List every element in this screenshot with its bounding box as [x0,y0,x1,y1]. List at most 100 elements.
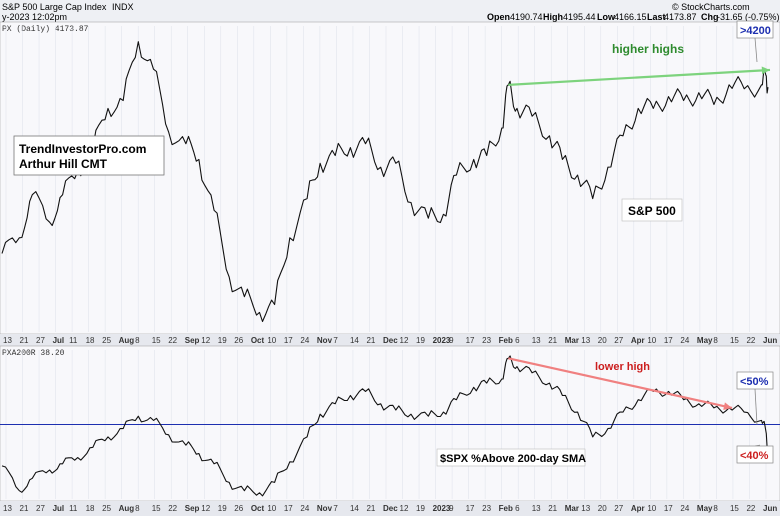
author-box-line1: TrendInvestorPro.com [19,142,146,156]
x-tick-label: 25 [102,336,111,345]
x-tick-label: 22 [746,504,755,513]
x-tick-label: 19 [416,504,425,513]
price-panel-label: PX (Daily) 4173.87 [2,25,89,34]
breadth-x-ticks: 13 21 27 Jul 11 18 25 Aug 8 15 22 Sep 12 19 26 Oct 10 17 2… [3,504,777,513]
callout-4200-pointer [754,37,758,63]
x-tick-label: 7 [333,504,338,513]
x-tick-label: 22 [168,504,177,513]
price-series-line [1,41,769,323]
callout-50: <50% [740,376,769,388]
x-tick-label: 8 [713,336,718,345]
price-grid [5,26,767,332]
x-tick-label: 10 [647,504,656,513]
x-tick-label: 21 [366,336,375,345]
x-tick-label: 22 [168,336,177,345]
x-tick-label: 21 [548,336,557,345]
x-tick-label: Feb [499,504,513,513]
header-bar [0,0,780,22]
x-tick-label: Apr [631,336,645,345]
x-tick-label: 17 [466,504,475,513]
x-tick-label: 13 [581,336,590,345]
chart-datetime: y-2023 12:02pm [2,12,67,22]
x-tick-label: 27 [614,336,623,345]
x-tick-label: May [697,336,713,345]
x-tick-label: 10 [647,336,656,345]
x-tick-label: 10 [267,336,276,345]
x-tick-label: 15 [730,504,739,513]
x-tick-label: 19 [218,336,227,345]
x-tick-label: 2023 [433,336,451,345]
x-tick-label: 2023 [433,504,451,513]
close-label: Last [647,12,666,22]
x-tick-label: Dec [383,336,398,345]
x-tick-label: Oct [251,504,265,513]
x-tick-label: Sep [185,504,200,513]
price-x-axis [0,334,780,346]
x-tick-label: Apr [631,504,645,513]
x-tick-label: 26 [234,336,243,345]
lower-high-arrow [508,357,733,410]
x-tick-label: 9 [449,336,454,345]
breadth-series-line [1,355,769,497]
lower-high-arrow-head [723,402,732,411]
x-tick-label: 21 [20,336,29,345]
x-tick-label: Jun [763,504,777,513]
x-tick-label: 12 [400,336,409,345]
chart-title: S&P 500 Large Cap Index [2,2,107,12]
x-tick-label: 15 [730,336,739,345]
x-tick-label: 17 [466,336,475,345]
higher-highs-label: higher highs [612,42,684,56]
x-tick-label: Mar [565,504,579,513]
x-tick-label: 23 [482,504,491,513]
x-tick-label: 12 [201,504,210,513]
x-tick-label: 15 [152,336,161,345]
x-tick-label: 8 [713,504,718,513]
x-tick-label: 8 [135,336,140,345]
x-tick-label: 13 [581,504,590,513]
x-tick-label: 10 [267,504,276,513]
x-tick-label: Aug [119,336,135,345]
x-tick-label: Sep [185,336,200,345]
x-tick-label: May [697,504,713,513]
x-tick-label: 22 [746,336,755,345]
x-tick-label: Oct [251,336,265,345]
x-tick-label: 20 [598,336,607,345]
breadth-panel-label: PXA200R 38.20 [2,349,65,358]
x-tick-label: 17 [664,336,673,345]
x-tick-label: 18 [86,504,95,513]
x-tick-label: 13 [532,336,541,345]
x-tick-label: 24 [300,504,309,513]
higher-highs-arrow [508,68,771,86]
callout-40: <40% [740,450,769,462]
x-tick-label: 15 [152,504,161,513]
x-tick-label: Aug [119,504,135,513]
x-tick-label: 21 [548,504,557,513]
change-value: -31.65 (-0.75%) [717,12,780,22]
callout-4200-box [736,20,774,39]
breadth-panel [0,345,780,502]
credit: © StockCharts.com [672,2,750,12]
x-tick-label: 9 [449,504,454,513]
change-label: Chg [701,12,719,22]
x-tick-label: 18 [86,336,95,345]
x-tick-label: Nov [317,336,333,345]
x-tick-label: 17 [284,336,293,345]
high-label: High [543,12,563,22]
x-tick-label: Feb [499,336,513,345]
x-tick-label: 19 [416,336,425,345]
x-tick-label: 24 [300,336,309,345]
price-panel [0,21,780,335]
breadth-marks [1,355,769,497]
high-value: 4195.44 [563,12,596,22]
x-tick-label: Jul [53,336,65,345]
low-label: Low [597,12,616,22]
x-tick-label: 21 [20,504,29,513]
x-tick-label: 25 [102,504,111,513]
x-tick-label: Dec [383,504,398,513]
x-tick-label: 17 [284,504,293,513]
x-tick-label: 17 [664,504,673,513]
x-tick-label: 13 [3,336,12,345]
x-tick-label: 27 [36,336,45,345]
x-tick-label: Mar [565,336,579,345]
